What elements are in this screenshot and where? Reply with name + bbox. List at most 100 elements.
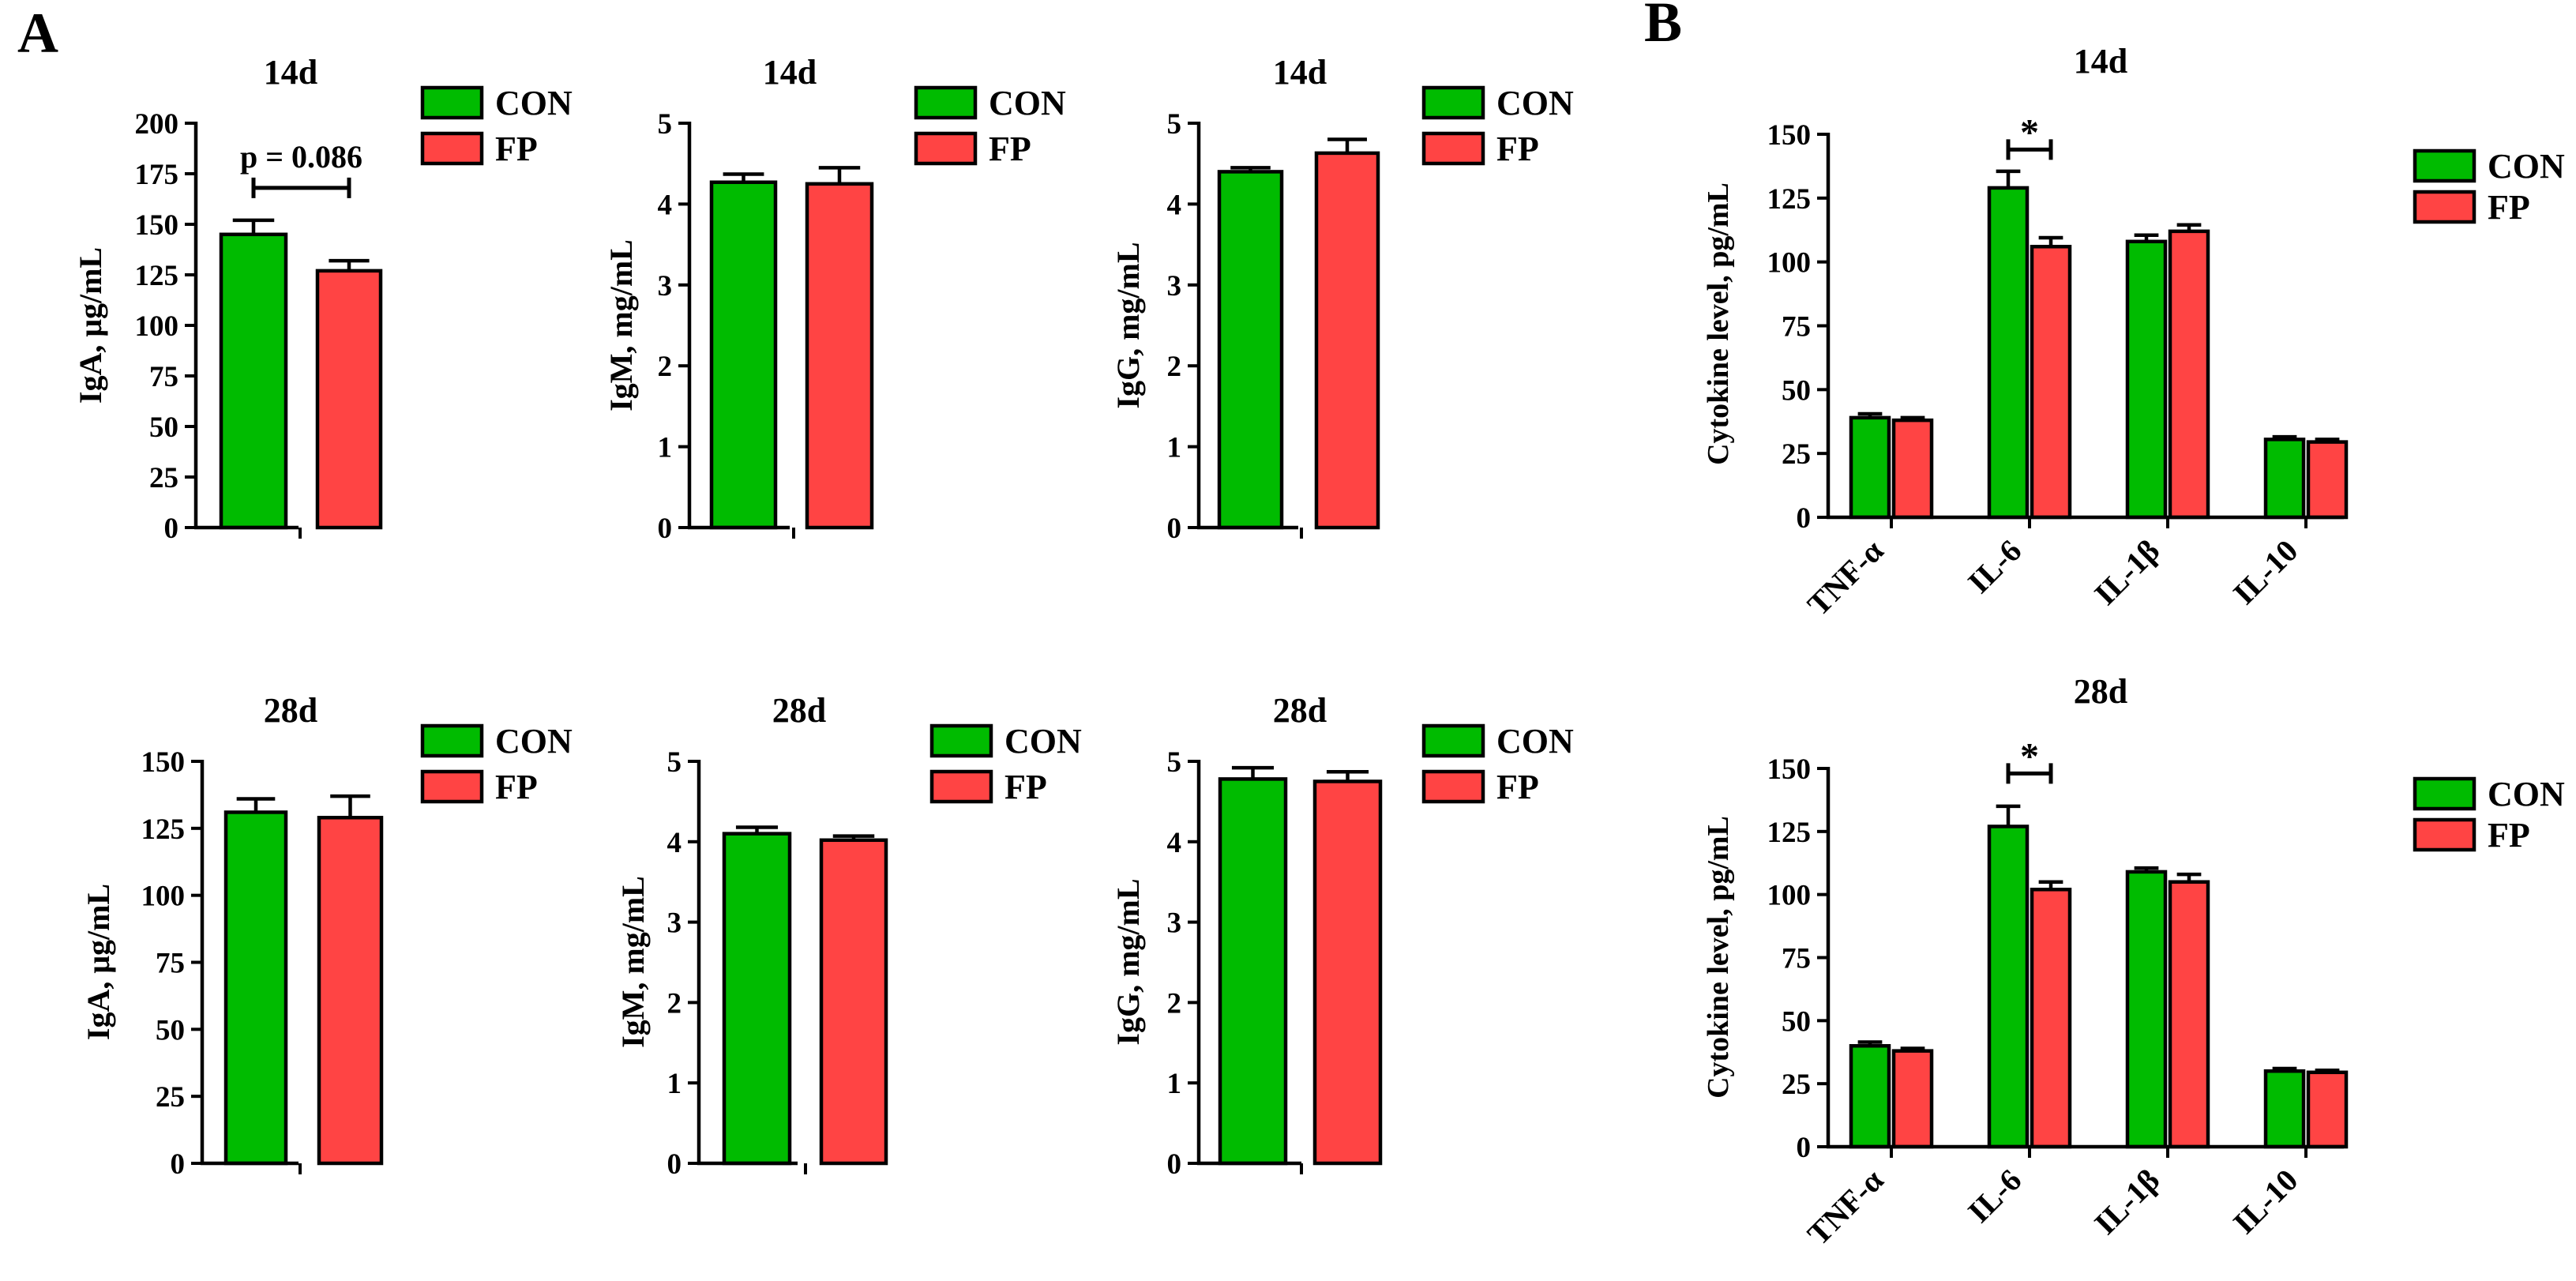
y-tick-label: 5 [658, 108, 673, 141]
y-tick-label: 0 [667, 1148, 682, 1181]
y-tick-label: 75 [149, 361, 178, 393]
chart-a1: 0 25 50 75 100 125 150 175 200 14d IgA, μg/mL CON FP… [73, 53, 573, 545]
y-axis-label: IgA, μg/mL [73, 247, 108, 404]
legend-swatch-fp [1421, 131, 1485, 166]
y-tick-label: 100 [1767, 880, 1812, 912]
x-tick-label: TNF-α [1801, 533, 1891, 623]
y-tick-label: 100 [141, 881, 186, 913]
y-tick-label: 4 [1167, 189, 1182, 221]
error-bar-fp-0 [1900, 1046, 1925, 1051]
legend-swatch-con [2413, 776, 2476, 811]
x-tick-label: IL-10 [2226, 533, 2304, 611]
y-tick-label: 150 [1767, 119, 1812, 152]
panel-label-b: B [1644, 0, 1682, 54]
significance-label: p = 0.086 [240, 139, 362, 175]
legend-swatch-con [929, 723, 993, 758]
legend-label-con: CON [2488, 775, 2565, 813]
y-tick-label: 0 [658, 513, 673, 545]
bar-con-3 [2263, 1069, 2306, 1149]
legend-label-con: CON [2488, 147, 2565, 186]
legend-label-con: CON [1004, 722, 1082, 761]
y-tick-label: 3 [1167, 270, 1182, 302]
bar-fp-0 [1891, 1049, 1934, 1149]
bar-fp-3 [2306, 440, 2349, 520]
y-axis-label: Cytokine level, pg/mL [1702, 182, 1735, 465]
chart-a5: 0 1 2 3 4 5 28d IgM, mg/mL CON FP [615, 691, 1082, 1181]
error-bar-fp-0 [329, 258, 370, 271]
chart-title: 28d [772, 691, 826, 730]
error-bar-fp-2 [2176, 872, 2202, 882]
bar-con-0 [1849, 1044, 1891, 1149]
chart-a3: 0 1 2 3 4 5 14d IgG, mg/mL CON FP [1110, 53, 1574, 545]
legend-swatch-con [420, 85, 484, 120]
bar-con-0 [1217, 170, 1284, 530]
bar-fp-0 [1312, 779, 1383, 1166]
significance-bracket [251, 177, 351, 198]
y-tick-label: 3 [658, 270, 673, 302]
legend-swatch-con [1421, 723, 1485, 758]
y-tick-label: 150 [1767, 753, 1812, 786]
error-bar-con-0 [1857, 411, 1883, 418]
y-tick-label: 50 [1782, 1005, 1811, 1038]
error-bar-fp-3 [2315, 1068, 2340, 1073]
bar-con-3 [2263, 438, 2306, 520]
y-tick-label: 2 [1167, 351, 1182, 383]
significance-label: * [2020, 735, 2039, 777]
y-tick-label: 0 [1797, 1132, 1812, 1164]
y-tick-label: 1 [667, 1068, 682, 1100]
y-axis-label: IgG, mg/mL [1110, 242, 1146, 408]
x-tick-label: IL-6 [1961, 1163, 2028, 1230]
legend-swatch-fp [914, 131, 978, 166]
bar-fp-0 [805, 182, 874, 530]
y-tick-label: 2 [1167, 987, 1182, 1020]
error-bar-con-1 [1996, 804, 2021, 827]
legend-label-con: CON [495, 722, 573, 761]
y-tick-label: 25 [1782, 1069, 1811, 1101]
y-tick-label: 75 [156, 948, 185, 980]
error-bar-con-0 [1230, 166, 1271, 172]
error-bar-fp-0 [1327, 137, 1367, 153]
bar-fp-0 [819, 838, 888, 1166]
panel-label-a: A [17, 2, 58, 65]
bar-fp-3 [2306, 1070, 2349, 1149]
y-axis-label: IgM, mg/mL [615, 876, 651, 1048]
y-tick-label: 50 [149, 411, 178, 444]
chart-title: 14d [264, 53, 317, 92]
y-tick-label: 4 [658, 189, 673, 221]
error-bar-fp-0 [818, 166, 861, 184]
legend-label-fp: FP [1004, 768, 1047, 806]
legend-swatch-fp [420, 131, 484, 166]
legend-label-fp: FP [1496, 768, 1539, 806]
error-bar-con-0 [723, 172, 764, 182]
x-tick-label: IL-10 [2226, 1163, 2304, 1241]
bar-fp-0 [317, 816, 384, 1166]
chart-a6: 0 1 2 3 4 5 28d IgG, mg/mL CON FP [1110, 691, 1574, 1181]
legend-label-fp: FP [989, 130, 1031, 168]
error-bar-con-0 [735, 825, 779, 834]
bar-fp-2 [2168, 880, 2210, 1149]
bar-con-2 [2125, 870, 2168, 1149]
legend-swatch-con [1421, 85, 1485, 120]
y-tick-label: 2 [667, 987, 682, 1020]
legend-label-con: CON [1496, 722, 1574, 761]
y-tick-label: 75 [1782, 943, 1811, 975]
y-axis-label: IgM, mg/mL [603, 239, 639, 411]
y-tick-label: 150 [135, 209, 179, 242]
y-tick-label: 3 [667, 907, 682, 940]
bar-fp-0 [1891, 418, 1934, 520]
y-tick-label: 0 [1167, 1148, 1182, 1181]
y-tick-label: 0 [1167, 513, 1182, 545]
chart-title: 28d [264, 691, 317, 730]
error-bar-fp-3 [2315, 438, 2340, 442]
x-tick-label: IL-1β [2087, 1163, 2166, 1242]
bar-fp-1 [2030, 245, 2072, 520]
error-bar-con-2 [2134, 866, 2159, 872]
y-tick-label: 125 [141, 813, 186, 846]
bar-con-0 [1849, 415, 1891, 520]
bar-con-0 [722, 832, 792, 1166]
y-axis-label: IgG, mg/mL [1110, 878, 1146, 1045]
legend-label-fp: FP [495, 130, 538, 168]
legend-swatch-con [914, 85, 978, 120]
y-tick-label: 5 [667, 746, 682, 779]
